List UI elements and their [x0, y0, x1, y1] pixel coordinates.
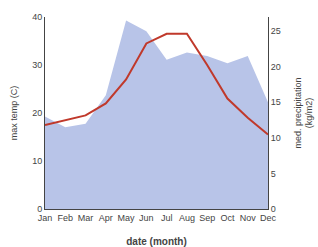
svg-text:20: 20	[32, 108, 42, 118]
svg-text:Jul: Jul	[161, 213, 173, 223]
svg-text:date (month): date (month)	[126, 236, 187, 247]
svg-text:Jun: Jun	[139, 213, 154, 223]
svg-text:15: 15	[271, 97, 281, 107]
svg-text:25: 25	[271, 26, 281, 36]
svg-text:med. precipitation(kg/m2): med. precipitation(kg/m2)	[293, 77, 315, 148]
svg-text:10: 10	[271, 133, 281, 143]
svg-text:May: May	[118, 213, 136, 223]
svg-text:30: 30	[32, 60, 42, 70]
svg-text:Feb: Feb	[58, 213, 74, 223]
svg-text:Sep: Sep	[199, 213, 215, 223]
svg-text:Oct: Oct	[220, 213, 235, 223]
svg-text:40: 40	[32, 12, 42, 22]
svg-text:Jan: Jan	[38, 213, 53, 223]
svg-text:Apr: Apr	[99, 213, 113, 223]
svg-text:5: 5	[271, 169, 276, 179]
svg-text:max temp (C): max temp (C)	[9, 86, 19, 141]
svg-text:0: 0	[37, 204, 42, 214]
svg-text:Mar: Mar	[78, 213, 94, 223]
svg-text:Dec: Dec	[260, 213, 277, 223]
svg-text:0: 0	[271, 204, 276, 214]
svg-text:Nov: Nov	[240, 213, 257, 223]
svg-text:20: 20	[271, 62, 281, 72]
svg-text:10: 10	[32, 156, 42, 166]
svg-text:Aug: Aug	[179, 213, 195, 223]
